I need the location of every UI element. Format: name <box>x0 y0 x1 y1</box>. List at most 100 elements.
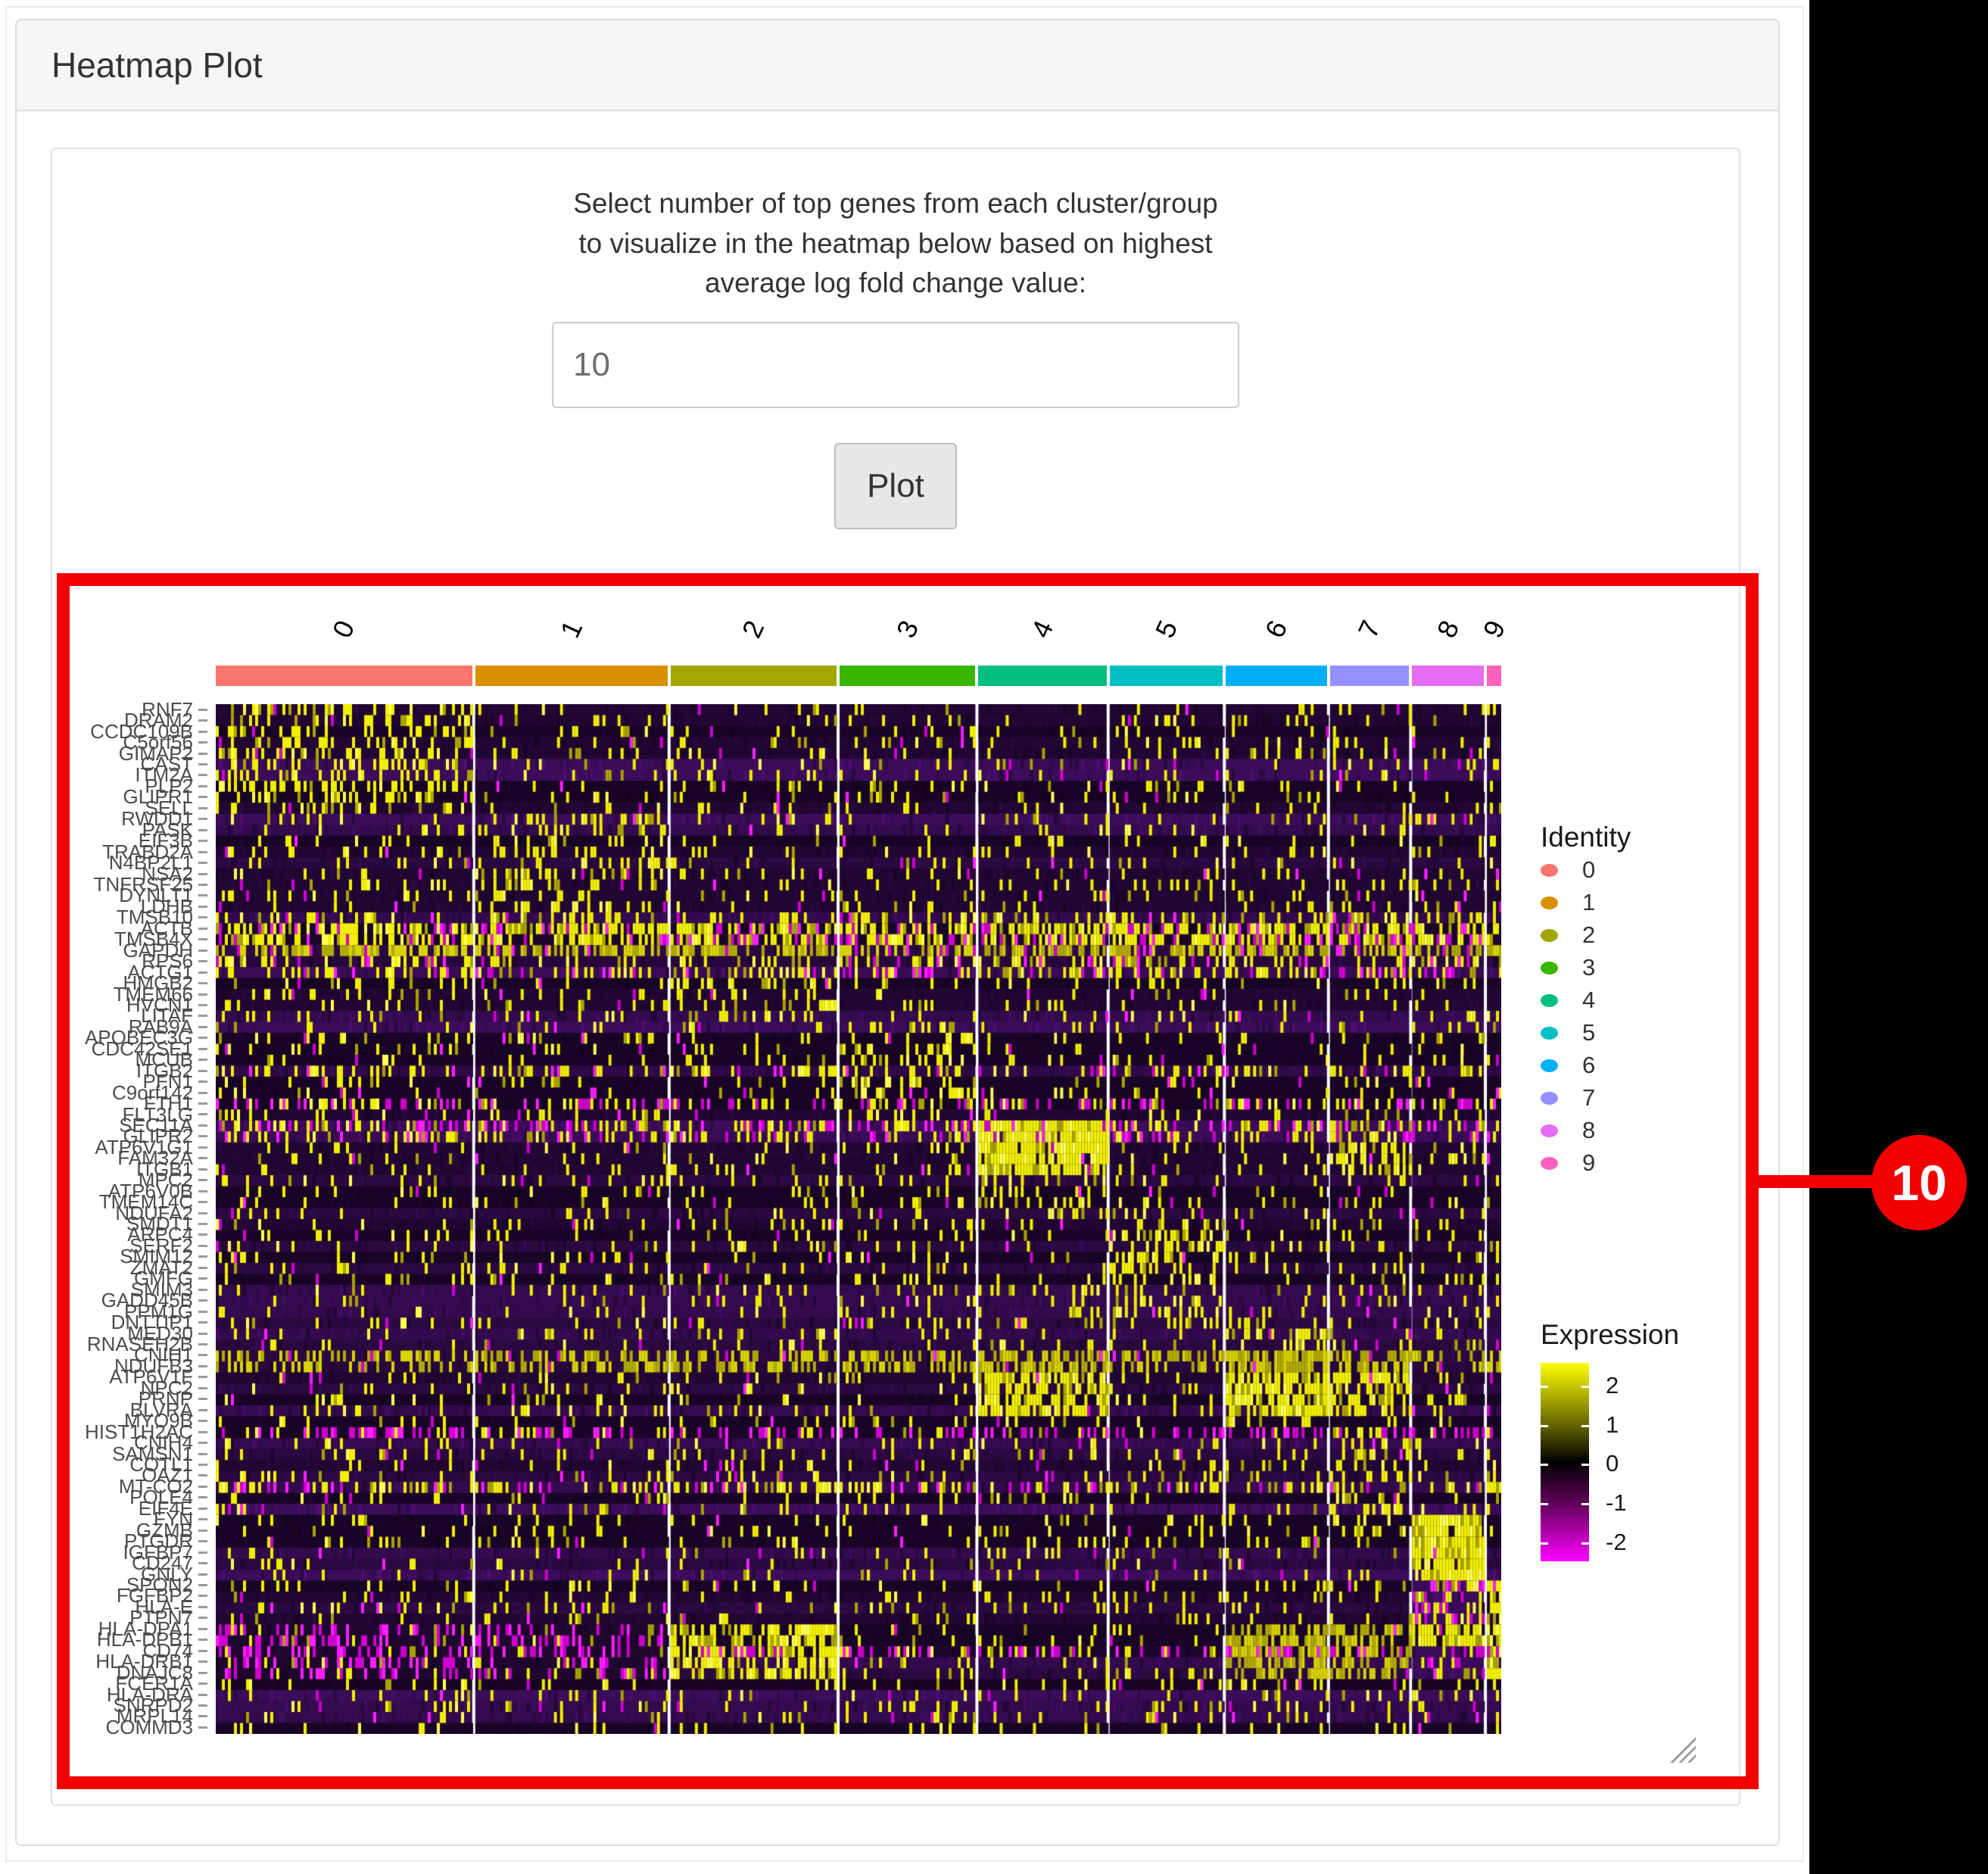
axis-tick <box>198 1168 207 1171</box>
instruction-line-3: average log fold change value: <box>705 267 1086 299</box>
identity-dot-icon <box>1541 993 1558 1007</box>
axis-tick <box>198 1113 207 1116</box>
identity-legend-item-3: 3 <box>1541 952 1768 984</box>
axis-tick <box>198 840 207 843</box>
axis-tick <box>198 752 207 755</box>
gene-label: GLIPR1 <box>21 785 207 808</box>
gene-label: NDUFA2 <box>21 1202 207 1224</box>
axis-tick <box>198 1420 207 1423</box>
axis-tick <box>198 1015 207 1018</box>
cluster-column-label-8: 8 <box>1430 616 1466 643</box>
axis-tick <box>198 1693 207 1696</box>
plot-button[interactable]: Plot <box>834 442 957 529</box>
gene-label: CAST <box>21 753 207 775</box>
annotation-connector-line <box>1756 1175 1876 1188</box>
gene-label: CNIH1 <box>21 1343 207 1366</box>
axis-tick <box>198 1518 207 1521</box>
identity-legend-item-9: 9 <box>1541 1147 1768 1179</box>
axis-tick <box>198 1660 207 1664</box>
gene-label: TMSB10 <box>21 906 207 928</box>
axis-tick <box>198 894 207 897</box>
axis-tick <box>198 1059 207 1062</box>
identity-dot-icon <box>1541 961 1558 974</box>
expression-tick-label: 2 <box>1606 1372 1619 1399</box>
axis-tick <box>198 1179 207 1182</box>
instruction-line-1: Select number of top genes from each clu… <box>573 188 1218 219</box>
annotation-step-badge: 10 <box>1871 1135 1967 1230</box>
gene-label: FAM32A <box>21 1146 207 1169</box>
identity-legend-item-5: 5 <box>1541 1017 1768 1049</box>
expression-gradient-bar: 2 1 0 -1 -2 <box>1541 1363 1627 1561</box>
axis-tick <box>198 1386 207 1389</box>
axis-tick <box>198 1003 207 1006</box>
axis-tick <box>198 1617 207 1620</box>
identity-legend-items: 0 1 2 3 4 5 6 7 8 9 <box>1541 854 1768 1179</box>
axis-tick <box>198 1146 207 1149</box>
identity-legend: Identity 0 1 2 3 4 5 6 7 8 9 <box>1541 822 1768 1179</box>
identity-label: 9 <box>1582 1149 1596 1176</box>
expression-tick-label: -1 <box>1606 1489 1627 1516</box>
gene-label: LDHB <box>21 895 207 918</box>
identity-label: 8 <box>1582 1117 1596 1143</box>
gene-label: TRABD2A <box>21 840 207 863</box>
axis-tick <box>198 1277 207 1280</box>
expression-tick-notch <box>1581 1386 1589 1389</box>
axis-tick <box>198 1529 207 1532</box>
cluster-bar-segment-4 <box>978 666 1107 686</box>
identity-dot-icon <box>1541 1059 1558 1072</box>
gene-label: ARPC4 <box>21 1223 207 1246</box>
identity-dot-icon <box>1541 863 1558 877</box>
gene-label: HIST1H2AC <box>21 1420 207 1443</box>
gene-label: DYNLT1 <box>21 884 207 906</box>
axis-tick <box>198 1682 207 1685</box>
gene-label: MRPL14 <box>21 1704 207 1727</box>
expression-tick-notch <box>1581 1502 1589 1505</box>
axis-tick <box>198 1726 207 1729</box>
axis-tick <box>198 1299 207 1302</box>
cluster-color-bar <box>216 666 1501 686</box>
identity-label: 6 <box>1582 1052 1596 1078</box>
expression-legend: Expression 2 1 0 -1 -2 <box>1541 1319 1768 1561</box>
axis-tick <box>198 927 207 930</box>
identity-legend-item-6: 6 <box>1541 1049 1768 1081</box>
gene-label: PPM1G <box>21 1300 207 1323</box>
axis-tick <box>198 806 207 809</box>
cluster-column-label-1: 1 <box>553 616 589 643</box>
gene-label: SELL <box>21 797 207 819</box>
gene-label: PTPN7 <box>21 1606 207 1629</box>
gene-label: PRNP <box>21 1387 207 1410</box>
cluster-bar-segment-2 <box>670 666 837 686</box>
axis-tick <box>198 1037 207 1040</box>
expression-tick-notch <box>1541 1502 1548 1505</box>
gene-label: NDUFB3 <box>21 1355 207 1377</box>
axis-tick <box>198 1201 207 1204</box>
identity-legend-item-2: 2 <box>1541 919 1768 951</box>
gene-label: IGFBP7 <box>21 1541 207 1564</box>
axis-tick <box>198 1244 207 1247</box>
gene-label: FGFBP2 <box>21 1584 207 1607</box>
identity-label: 2 <box>1582 921 1596 948</box>
identity-legend-item-4: 4 <box>1541 984 1768 1016</box>
gene-label: ITM2A <box>21 763 207 786</box>
gene-label: C9orf142 <box>21 1081 207 1104</box>
top-genes-count-input[interactable] <box>552 321 1239 408</box>
axis-tick <box>198 1321 207 1324</box>
gene-label: ZMAT2 <box>21 1256 207 1279</box>
expression-tick-notch <box>1541 1386 1548 1389</box>
gene-label: N4BP2L1 <box>21 851 207 874</box>
identity-label: 0 <box>1582 856 1596 883</box>
axis-tick <box>198 1540 207 1543</box>
identity-label: 7 <box>1582 1084 1596 1111</box>
expression-tick-label: 0 <box>1606 1450 1619 1477</box>
axis-tick <box>198 1573 207 1576</box>
gene-label: NSA2 <box>21 862 207 885</box>
axis-tick <box>198 1343 207 1345</box>
gene-label: RWDD1 <box>21 807 207 830</box>
gene-label: ATP6V0B <box>21 1180 207 1202</box>
gene-label: PASK <box>21 819 207 841</box>
expression-tick-notch <box>1581 1542 1589 1545</box>
gene-label: ITGB1 <box>21 1158 207 1180</box>
axis-tick <box>198 1551 207 1554</box>
